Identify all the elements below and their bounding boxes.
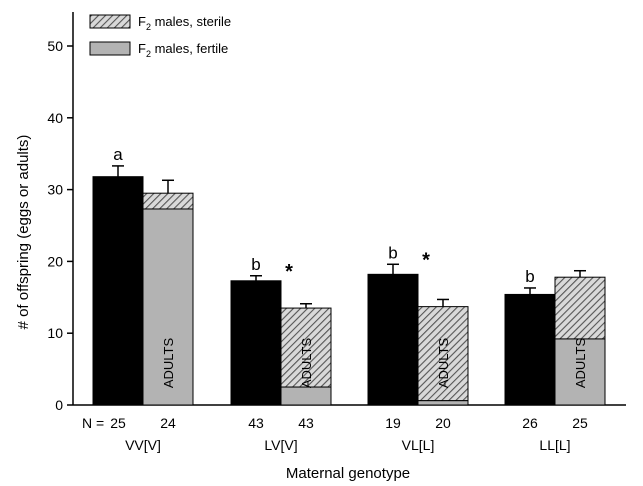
- significance-letter: b: [525, 267, 534, 286]
- significance-star: *: [422, 249, 430, 271]
- n-label-eggs: 43: [248, 415, 264, 431]
- n-prefix: N =: [82, 415, 104, 431]
- eggs-bar-label: EGGS: [386, 348, 401, 386]
- bars: EGGS ADULTS EGGS ADULTS EGGS ADULTS EGGS ADULTS: [92, 165, 606, 406]
- n-label-adults: 20: [435, 415, 451, 431]
- x-axis-label: Maternal genotype: [286, 465, 410, 482]
- adults-fertile-segment: [554, 338, 606, 406]
- y-tick-label: 50: [47, 38, 63, 54]
- n-label-eggs: 26: [522, 415, 538, 431]
- y-tick-label: 30: [47, 182, 63, 198]
- legend-fertile-sub: 2: [146, 49, 151, 59]
- y-ticks: 0 10 20 30 40 50: [47, 38, 73, 413]
- n-label-adults: 25: [572, 415, 588, 431]
- significance-star: *: [285, 261, 293, 283]
- adults-sterile-segment: [142, 192, 194, 210]
- legend-label-fertile: F2 males, fertile: [138, 41, 228, 59]
- adults-bar-label: ADULTS: [161, 338, 176, 389]
- legend-label-sterile: F2 males, sterile: [138, 14, 231, 32]
- adults-fertile-segment: [417, 400, 469, 406]
- adults-sterile-segment: [280, 307, 332, 388]
- y-tick-label: 10: [47, 325, 63, 341]
- adults-bar-label: ADULTS: [436, 338, 451, 389]
- eggs-bar-label: EGGS: [523, 348, 538, 386]
- n-label-adults: 24: [160, 415, 176, 431]
- legend-sterile-sub: 2: [146, 22, 151, 32]
- legend: F2 males, sterile F2 males, fertile: [89, 14, 231, 59]
- eggs-bar: [504, 293, 556, 406]
- y-tick-label: 0: [55, 397, 63, 413]
- significance-letter: b: [388, 243, 397, 262]
- legend-fertile-suffix: males, fertile: [151, 41, 228, 56]
- y-tick-label: 20: [47, 253, 63, 269]
- n-label-eggs: 19: [385, 415, 401, 431]
- eggs-bar: [230, 280, 282, 406]
- legend-sterile-prefix: F: [138, 14, 146, 29]
- adults-bar-label: ADULTS: [573, 338, 588, 389]
- legend-swatch-fertile: [89, 41, 131, 56]
- eggs-bar: [367, 273, 419, 406]
- legend-fertile-prefix: F: [138, 41, 146, 56]
- y-axis-label: # of offspring (eggs or adults): [15, 135, 32, 330]
- adults-sterile-segment: [554, 276, 606, 340]
- genotype-label: LL[L]: [539, 437, 570, 453]
- legend-swatch-sterile: [89, 14, 131, 29]
- genotype-label: VL[L]: [402, 437, 435, 453]
- significance-letter: b: [251, 255, 260, 274]
- n-label-adults: 43: [298, 415, 314, 431]
- genotype-label: LV[V]: [264, 437, 297, 453]
- eggs-bar-label: EGGS: [249, 348, 264, 386]
- adults-bar-label: ADULTS: [299, 338, 314, 389]
- y-tick-label: 40: [47, 110, 63, 126]
- adults-fertile-segment: [280, 386, 332, 406]
- significance-letter: a: [113, 145, 123, 164]
- legend-sterile-suffix: males, sterile: [151, 14, 231, 29]
- eggs-bar-label: EGGS: [111, 348, 126, 386]
- n-label-eggs: 25: [110, 415, 126, 431]
- genotype-label: VV[V]: [125, 437, 161, 453]
- adults-fertile-segment: [142, 208, 194, 406]
